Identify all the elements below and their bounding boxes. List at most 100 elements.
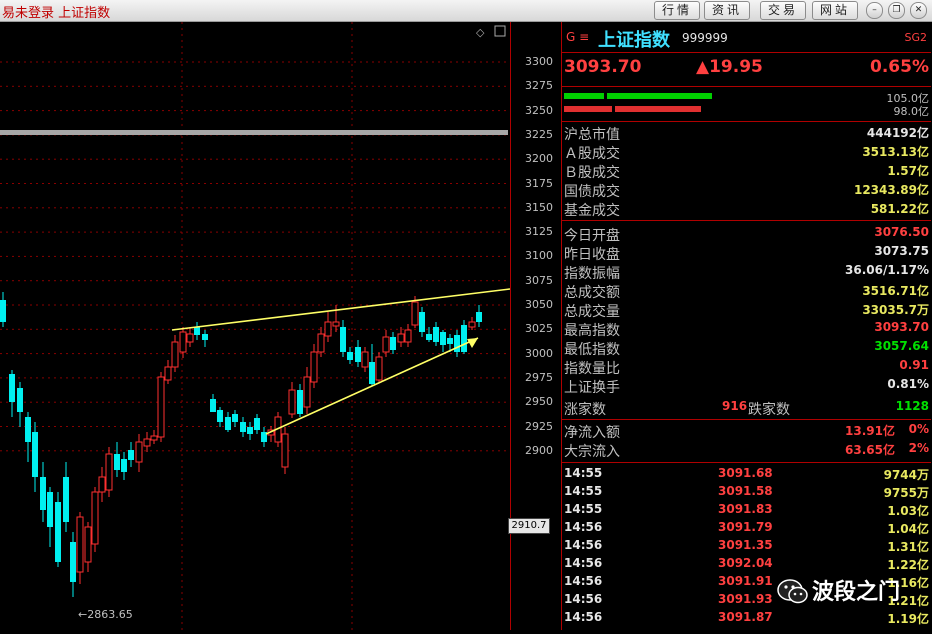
- tick-time: 14:56: [564, 610, 603, 624]
- index-header: G ≡ 上证指数 999999 SG2: [562, 26, 931, 51]
- panel-toggle-icon[interactable]: [494, 25, 506, 37]
- candle-body: [332, 321, 340, 327]
- candle-body: [84, 526, 92, 563]
- tick-volume: 1.19亿: [887, 612, 929, 626]
- down-count-label: 跌家数: [748, 402, 790, 418]
- candle-body: [76, 516, 84, 573]
- field-value: 3513.13亿: [862, 145, 929, 159]
- candle-body: [25, 417, 31, 442]
- tick-time: 14:55: [564, 466, 603, 480]
- candle-body: [210, 399, 216, 412]
- candle-body: [150, 435, 158, 441]
- candle-body: [121, 459, 127, 472]
- tick-row: 14:55 3091.68 9744万: [562, 466, 931, 484]
- candle-body: [98, 476, 106, 493]
- menu-quotes-button[interactable]: 行情: [654, 1, 700, 20]
- field-value: 3076.50: [874, 225, 929, 239]
- field-label: Ａ股成交: [564, 146, 620, 162]
- candle-body: [247, 427, 253, 434]
- candle-body: [433, 327, 439, 342]
- tick-time: 14:56: [564, 556, 603, 570]
- sell-bar-small: [564, 106, 612, 112]
- menu-trade-button[interactable]: 交易: [760, 1, 806, 20]
- sell-bar: [615, 106, 701, 112]
- tick-row: 14:56 3092.04 1.22亿: [562, 556, 931, 574]
- tick-row: 14:56 3091.93 1.21亿: [562, 592, 931, 610]
- candle-body: [9, 374, 15, 402]
- close-icon[interactable]: ✕: [910, 2, 927, 19]
- buy-bar: [607, 93, 712, 99]
- candles: [0, 292, 482, 597]
- field-value: 12343.89亿: [853, 183, 929, 197]
- price-tick: 3025: [525, 322, 553, 336]
- tick-row: 14:55 3091.83 1.03亿: [562, 502, 931, 520]
- tick-price: 3091.35: [718, 538, 773, 552]
- field-row: 最高指数 3093.70: [562, 320, 931, 339]
- candle-body: [419, 312, 425, 332]
- field-label: 沪总市值: [564, 127, 620, 143]
- candle-body: [447, 338, 453, 344]
- field-value: 3093.70: [874, 320, 929, 334]
- upper-trendline: [171, 288, 511, 331]
- price-tick: 2900: [525, 443, 553, 457]
- field-value: 581.22亿: [870, 202, 929, 216]
- watermark-text: 波段之门: [812, 580, 901, 605]
- app-title: 易未登录 上证指数: [2, 6, 111, 21]
- price-tick: 3225: [525, 127, 553, 141]
- tick-price: 3091.93: [718, 592, 773, 606]
- price-change-pct: 0.65%: [870, 57, 929, 77]
- candle-body: [340, 327, 346, 352]
- header-prefix: G ≡: [566, 30, 590, 44]
- price-tick: 3125: [525, 225, 553, 239]
- candle-body: [217, 410, 223, 422]
- tick-price: 3091.68: [718, 466, 773, 480]
- minimize-icon[interactable]: –: [866, 2, 883, 19]
- candle-body: [397, 333, 405, 343]
- kline-chart[interactable]: ◇ ←2863.65: [0, 22, 511, 630]
- field-row: 总成交额 3516.71亿: [562, 282, 931, 301]
- candle-body: [369, 362, 375, 384]
- tick-price: 3091.87: [718, 610, 773, 624]
- flow-value: 63.65亿: [845, 443, 895, 457]
- candle-body: [390, 337, 396, 350]
- field-label: 最高指数: [564, 323, 620, 339]
- restore-icon[interactable]: ❐: [888, 2, 905, 19]
- price-tick: 3200: [525, 152, 553, 166]
- candle-body: [143, 438, 151, 447]
- flow-row: 大宗流入 63.65亿 2%: [562, 441, 931, 460]
- low-price-label: ←2863.65: [78, 608, 133, 621]
- candle-body: [105, 453, 113, 491]
- candle-body: [47, 492, 53, 527]
- tick-price: 3091.83: [718, 502, 773, 516]
- candle-body: [454, 335, 460, 352]
- candle-body: [361, 351, 369, 368]
- field-value: 33035.7万: [862, 303, 929, 317]
- flow-value: 13.91亿: [845, 424, 895, 438]
- candle-body: [382, 336, 390, 353]
- tick-time: 14:56: [564, 538, 603, 552]
- menu-website-button[interactable]: 网站: [812, 1, 858, 20]
- candle-body: [135, 441, 143, 463]
- candle-body: [128, 450, 134, 460]
- menu-news-button[interactable]: 资讯: [704, 1, 750, 20]
- field-value: 3073.75: [874, 244, 929, 258]
- candle-body: [232, 414, 238, 422]
- price-axis: 3300 3275 3250 3225 3200 3175 3150 3125 3100 3075…: [510, 22, 561, 630]
- field-value: 444192亿: [866, 126, 929, 140]
- lower-trendline: [265, 337, 479, 435]
- diamond-icon[interactable]: ◇: [476, 26, 485, 39]
- tick-price: 3091.79: [718, 520, 773, 534]
- field-value: 0.81%: [887, 377, 929, 391]
- field-label: 昨日收盘: [564, 247, 620, 263]
- tick-row: 14:56 3091.91 1.16亿: [562, 574, 931, 592]
- candle-body: [157, 376, 165, 438]
- tick-price: 3092.04: [718, 556, 773, 570]
- field-value: 3516.71亿: [862, 284, 929, 298]
- candle-body: [70, 542, 76, 582]
- candle-body: [114, 454, 120, 470]
- field-row: Ａ股成交 3513.13亿: [562, 143, 931, 162]
- field-label: 指数振幅: [564, 266, 620, 282]
- field-label: 今日开盘: [564, 228, 620, 244]
- trend-arrowhead: [467, 338, 478, 348]
- tick-volume: 1.04亿: [887, 522, 929, 536]
